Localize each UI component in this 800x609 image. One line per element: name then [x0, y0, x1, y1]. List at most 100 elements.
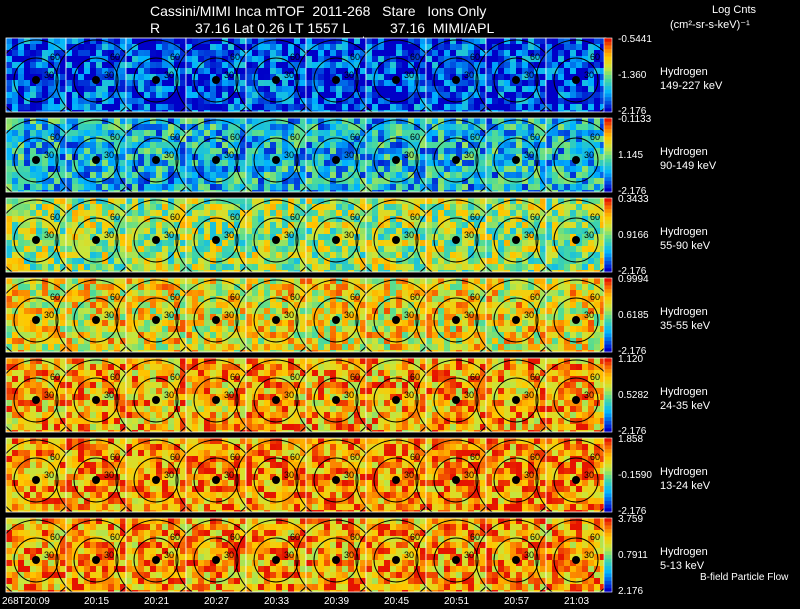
pixel	[84, 50, 90, 56]
pixel	[240, 308, 246, 314]
pixel	[468, 104, 474, 110]
pixel	[162, 166, 168, 172]
pixel	[168, 198, 174, 204]
pixel	[600, 136, 606, 142]
pixel	[126, 74, 132, 80]
pixel	[48, 172, 54, 178]
pixel	[414, 234, 420, 240]
pixel	[438, 124, 444, 130]
pixel	[144, 314, 150, 320]
pixel	[492, 86, 498, 92]
colorbar-segment	[604, 180, 612, 186]
pixel	[204, 184, 210, 190]
pixel	[162, 56, 168, 62]
pixel	[450, 142, 456, 148]
pixel	[24, 308, 30, 314]
pixel	[30, 210, 36, 216]
pixel	[336, 190, 342, 192]
saturn-icon	[272, 76, 280, 84]
pixel	[528, 190, 534, 192]
pixel	[576, 198, 582, 204]
pixel	[30, 118, 36, 124]
pixel	[306, 118, 312, 124]
pixel	[96, 290, 102, 296]
pixel	[90, 270, 96, 272]
pixel	[360, 308, 366, 314]
pixel	[6, 344, 12, 350]
pixel	[348, 204, 354, 210]
pixel	[132, 210, 138, 216]
pixel	[234, 290, 240, 296]
pixel	[228, 278, 234, 284]
pixel	[228, 50, 234, 56]
pixel	[552, 50, 558, 56]
pixel	[36, 338, 42, 344]
pixel	[582, 62, 588, 68]
pixel	[282, 44, 288, 50]
pixel	[300, 270, 306, 272]
pixel	[138, 44, 144, 50]
pixel	[270, 172, 276, 178]
pixel	[312, 258, 318, 264]
pixel	[480, 234, 486, 240]
pixel	[420, 166, 426, 172]
pixel	[204, 314, 210, 320]
pixel	[510, 92, 516, 98]
pixel	[102, 246, 108, 252]
pixel	[150, 98, 156, 104]
pixel	[348, 104, 354, 110]
pixel	[456, 44, 462, 50]
pixel	[66, 234, 72, 240]
pixel	[312, 252, 318, 258]
pixel	[204, 178, 210, 184]
pixel	[240, 86, 246, 92]
contour-label-60: 60	[50, 292, 60, 302]
pixel	[246, 172, 252, 178]
pixel	[300, 68, 306, 74]
pixel	[378, 198, 384, 204]
pixel	[510, 104, 516, 110]
pixel	[6, 296, 12, 302]
pixel	[504, 56, 510, 62]
pixel	[288, 222, 294, 228]
pixel	[222, 326, 228, 332]
pixel	[36, 104, 42, 110]
pixel	[354, 98, 360, 104]
pixel	[162, 296, 168, 302]
pixel	[96, 104, 102, 110]
pixel	[354, 290, 360, 296]
pixel	[282, 148, 288, 154]
pixel	[486, 240, 492, 246]
pixel	[330, 166, 336, 172]
pixel	[186, 258, 192, 264]
pixel	[570, 216, 576, 222]
pixel	[546, 74, 552, 80]
pixel	[294, 184, 300, 190]
pixel	[18, 290, 24, 296]
pixel	[12, 204, 18, 210]
pixel	[6, 68, 12, 74]
pixel	[204, 124, 210, 130]
pixel	[90, 308, 96, 314]
pixel	[36, 278, 42, 284]
pixel	[486, 222, 492, 228]
pixel	[18, 68, 24, 74]
pixel	[84, 222, 90, 228]
pixel	[210, 332, 216, 338]
pixel	[186, 210, 192, 216]
pixel	[138, 270, 144, 272]
pixel	[12, 222, 18, 228]
pixel	[540, 246, 546, 252]
pixel	[408, 204, 414, 210]
pixel	[174, 222, 180, 228]
pixel	[174, 118, 180, 124]
pixel	[60, 332, 66, 338]
pixel	[330, 240, 336, 246]
pixel	[90, 44, 96, 50]
pixel	[156, 56, 162, 62]
pixel	[126, 284, 132, 290]
pixel	[450, 136, 456, 142]
pixel	[138, 204, 144, 210]
pixel	[258, 56, 264, 62]
